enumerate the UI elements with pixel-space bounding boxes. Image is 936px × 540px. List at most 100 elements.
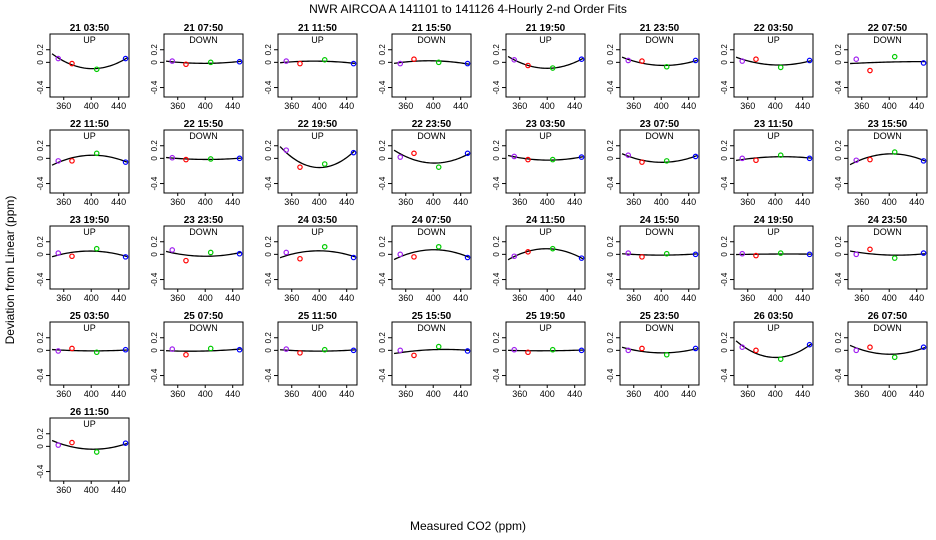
x-tick-label: 440	[681, 101, 696, 111]
x-tick-label: 440	[111, 293, 126, 303]
data-point	[350, 254, 357, 261]
x-tick-label: 360	[626, 197, 641, 207]
x-tick-label: 400	[198, 197, 213, 207]
x-tick-label: 440	[909, 101, 924, 111]
fit-curve	[849, 250, 926, 256]
fit-curve	[507, 248, 584, 261]
x-tick-label: 440	[111, 197, 126, 207]
data-point	[891, 354, 898, 361]
y-tick-label: 0	[378, 156, 387, 161]
fit-curve	[51, 250, 128, 258]
y-tick-label: -0.4	[264, 368, 273, 382]
data-point	[464, 150, 471, 157]
y-tick-label: -0.4	[378, 80, 387, 94]
y-tick-label: -0.4	[150, 176, 159, 190]
data-point	[283, 147, 290, 153]
data-point	[236, 250, 243, 257]
data-point	[464, 60, 471, 67]
data-point	[549, 346, 556, 353]
data-point	[55, 55, 62, 62]
panel-title: 22 23:50	[412, 119, 452, 130]
y-tick-label: -0.4	[492, 368, 501, 382]
y-tick-label: -0.4	[834, 80, 843, 94]
data-point	[411, 56, 417, 63]
y-tick-label: 0	[834, 156, 843, 161]
panel-direction-label: DOWN	[645, 227, 674, 237]
x-tick-label: 400	[654, 293, 669, 303]
panel-title: 26 07:50	[868, 311, 908, 322]
data-point	[920, 250, 927, 256]
panel-title: 23 23:50	[184, 215, 224, 226]
x-tick-label: 440	[681, 293, 696, 303]
x-tick-label: 400	[312, 293, 327, 303]
data-point	[806, 57, 813, 64]
fit-curve	[51, 439, 128, 450]
data-point	[435, 59, 442, 66]
data-point	[806, 341, 813, 348]
panel-title: 25 19:50	[526, 311, 566, 322]
data-point	[397, 60, 404, 67]
panel-direction-label: DOWN	[645, 35, 674, 45]
fit-curve	[849, 153, 926, 166]
panel-title: 25 03:50	[70, 311, 110, 322]
data-point	[739, 344, 746, 351]
y-tick-label: 0.2	[606, 332, 615, 344]
x-tick-label: 440	[909, 389, 924, 399]
panel-direction-label: UP	[767, 227, 780, 237]
x-tick-label: 440	[681, 389, 696, 399]
data-point	[183, 156, 189, 163]
panel-direction-label: DOWN	[417, 323, 446, 333]
y-tick-label: -0.4	[492, 272, 501, 286]
data-point	[625, 57, 632, 64]
data-point	[525, 156, 531, 163]
panel-title: 21 15:50	[412, 23, 452, 34]
x-tick-label: 400	[540, 389, 555, 399]
x-tick-label: 400	[882, 101, 897, 111]
x-tick-label: 400	[426, 293, 441, 303]
panel-frame	[391, 321, 472, 386]
x-tick-label: 360	[56, 485, 71, 495]
y-tick-label: -0.4	[834, 176, 843, 190]
fit-curve	[735, 340, 812, 359]
x-tick-label: 440	[225, 101, 240, 111]
fit-curve	[621, 153, 698, 163]
panel-direction-label: DOWN	[189, 323, 218, 333]
x-tick-label: 360	[170, 389, 185, 399]
data-point	[122, 440, 129, 447]
data-point	[435, 343, 442, 350]
panel-frame	[49, 225, 130, 290]
data-point	[753, 252, 759, 259]
panel-title: 21 23:50	[640, 23, 680, 34]
panel-frame	[505, 129, 586, 194]
y-tick-label: 0	[606, 60, 615, 65]
x-tick-label: 440	[453, 197, 468, 207]
x-tick-label: 360	[170, 293, 185, 303]
x-tick-label: 360	[740, 197, 755, 207]
x-axis-label: Measured CO2 (ppm)	[410, 519, 526, 533]
panel-direction-label: UP	[83, 227, 96, 237]
y-tick-label: 0	[150, 252, 159, 257]
data-point	[55, 348, 62, 354]
panel-frame	[847, 225, 928, 290]
data-point	[122, 159, 129, 165]
x-tick-label: 440	[567, 389, 582, 399]
y-tick-label: 0.2	[378, 236, 387, 248]
x-tick-label: 360	[854, 197, 869, 207]
y-tick-label: 0.2	[834, 140, 843, 152]
y-tick-label: -0.4	[606, 176, 615, 190]
y-tick-label: 0	[36, 252, 45, 257]
y-tick-label: -0.4	[378, 176, 387, 190]
panel-direction-label: UP	[539, 131, 552, 141]
data-point	[297, 255, 303, 262]
data-point	[625, 152, 632, 159]
x-tick-label: 440	[795, 389, 810, 399]
x-tick-label: 440	[225, 389, 240, 399]
